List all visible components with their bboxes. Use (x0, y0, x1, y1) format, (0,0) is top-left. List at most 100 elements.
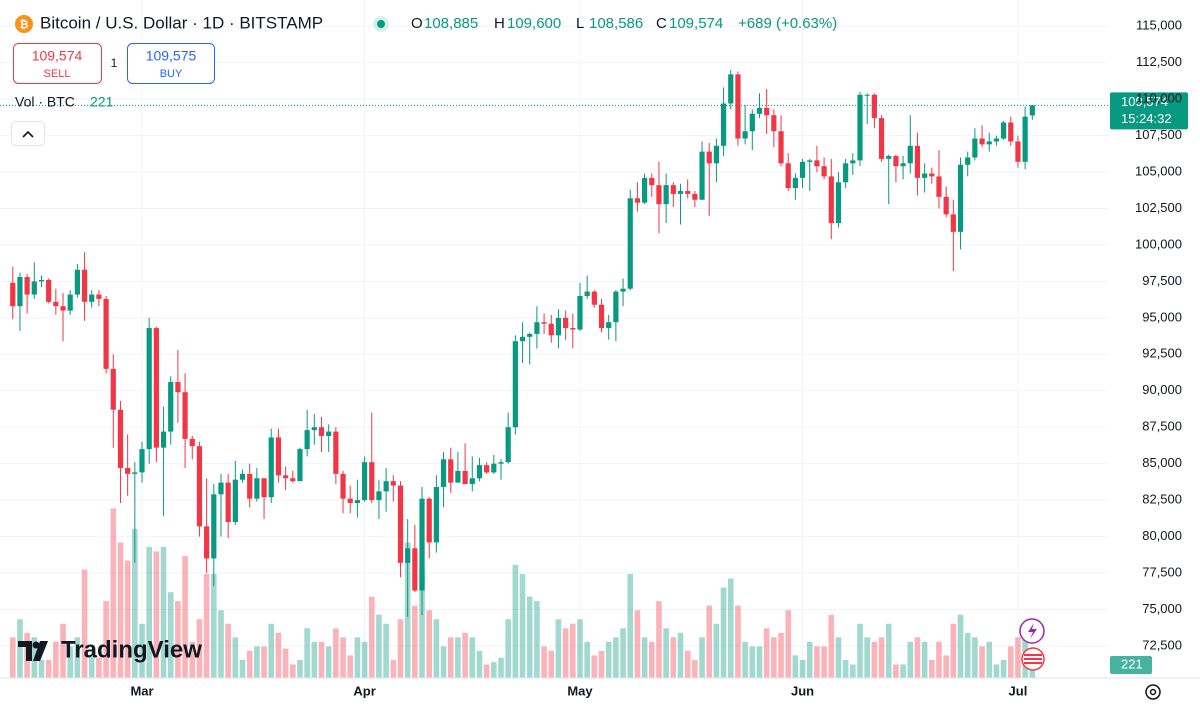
candle-body (577, 295, 583, 330)
price-tags: 109,574 15:24:32 221 (1110, 92, 1188, 674)
candle-body (534, 322, 540, 334)
candle-body (103, 298, 109, 369)
volume-bar (591, 655, 598, 678)
volume-bar (289, 664, 296, 678)
volume-bar (864, 637, 870, 678)
volume-bar (835, 637, 842, 678)
y-tick-label: 77,500 (1142, 564, 1182, 579)
candle-body (38, 279, 45, 282)
btc-icon-glyph: ₿ (20, 19, 29, 31)
volume-bar (311, 641, 318, 678)
candle-body (584, 291, 590, 296)
volume-bar (297, 659, 303, 678)
volume-bar (96, 657, 102, 678)
candle-body (74, 269, 80, 295)
last-price-tag (1110, 92, 1188, 130)
settings-core (1149, 688, 1157, 696)
volume-bar (483, 664, 490, 678)
volume-bar (239, 659, 246, 678)
candle-body (634, 198, 641, 203)
candle-body (807, 160, 813, 162)
volume-bar (713, 623, 720, 678)
candle-body (1022, 116, 1028, 162)
candle-body (699, 151, 705, 200)
volume-bar (368, 596, 375, 678)
volume-bar (203, 574, 210, 678)
candle-body (405, 548, 411, 563)
candle-body (606, 322, 612, 329)
volume-bar (526, 596, 533, 678)
x-tick-label: Jul (1009, 683, 1028, 698)
volume-bar (828, 614, 835, 678)
volume-bar (469, 637, 476, 678)
x-tick-label: Apr (353, 683, 375, 698)
volume-bar (821, 646, 827, 678)
volume-bar (692, 659, 698, 678)
candle-body (254, 478, 260, 499)
volume-bar (1015, 637, 1021, 678)
volume-bar (455, 637, 461, 678)
y-tick-label: 92,500 (1142, 346, 1182, 361)
market-status-dot (377, 20, 385, 28)
volume-bar (656, 601, 662, 678)
volume-bar (160, 546, 167, 678)
candle-body (756, 107, 763, 114)
logo-text: TradingView (61, 636, 202, 663)
candle-body (986, 141, 992, 145)
volume-tag (1110, 656, 1152, 674)
volume-bar (778, 632, 784, 678)
candle-body (175, 382, 181, 393)
candle-body (936, 176, 942, 197)
volume-bar (957, 614, 964, 678)
volume-bar (189, 641, 196, 678)
volume-bar (792, 655, 799, 678)
sell-button[interactable] (13, 43, 102, 84)
candle-body (541, 322, 547, 324)
volume-bar (907, 641, 914, 678)
volume-bar (634, 610, 641, 678)
candle-body (627, 198, 633, 289)
volume-bar (972, 637, 978, 678)
candle-body (785, 163, 791, 189)
spread: 1 (111, 56, 118, 70)
sell-price: 109,574 (32, 48, 83, 64)
volume-bar (670, 637, 677, 678)
candle-body (642, 177, 648, 203)
volume-bar (390, 659, 397, 678)
candle-body (857, 94, 863, 161)
settings-icon[interactable] (1145, 684, 1161, 700)
candle-body (369, 462, 375, 501)
volume-bar (491, 662, 497, 678)
sell-label: SELL (44, 68, 71, 80)
volume-bar (117, 542, 124, 678)
candle-body (326, 431, 332, 436)
volume-bar (412, 605, 418, 678)
volume-bar (74, 637, 81, 678)
volume-bar (900, 664, 906, 678)
candle-body (706, 151, 712, 164)
candle-body (649, 177, 655, 186)
volume-bar (512, 565, 519, 678)
volume-bar (943, 655, 949, 678)
volume-bar (555, 619, 562, 678)
candle-body (397, 485, 404, 563)
candle-body (491, 463, 497, 473)
volume-bar (756, 646, 763, 678)
volume-bar (871, 641, 878, 678)
candle-body (448, 459, 454, 483)
candle-body (656, 185, 662, 205)
ohlc-readout: O 108,885 H 109,600 L 108,586 C 109,574 (411, 15, 723, 32)
volume-bar (842, 659, 849, 678)
candle-body (247, 473, 253, 499)
buy-button[interactable] (127, 43, 215, 84)
collapse-button[interactable] (11, 121, 45, 146)
volume-bar (979, 646, 985, 678)
volume-bar (282, 648, 289, 678)
candle-body (1001, 122, 1007, 139)
candle-body (979, 138, 985, 145)
volume-bar (993, 664, 1000, 678)
volume-bar (749, 646, 756, 678)
y-tick-label: 87,500 (1142, 419, 1182, 434)
volume-bar (153, 551, 160, 678)
